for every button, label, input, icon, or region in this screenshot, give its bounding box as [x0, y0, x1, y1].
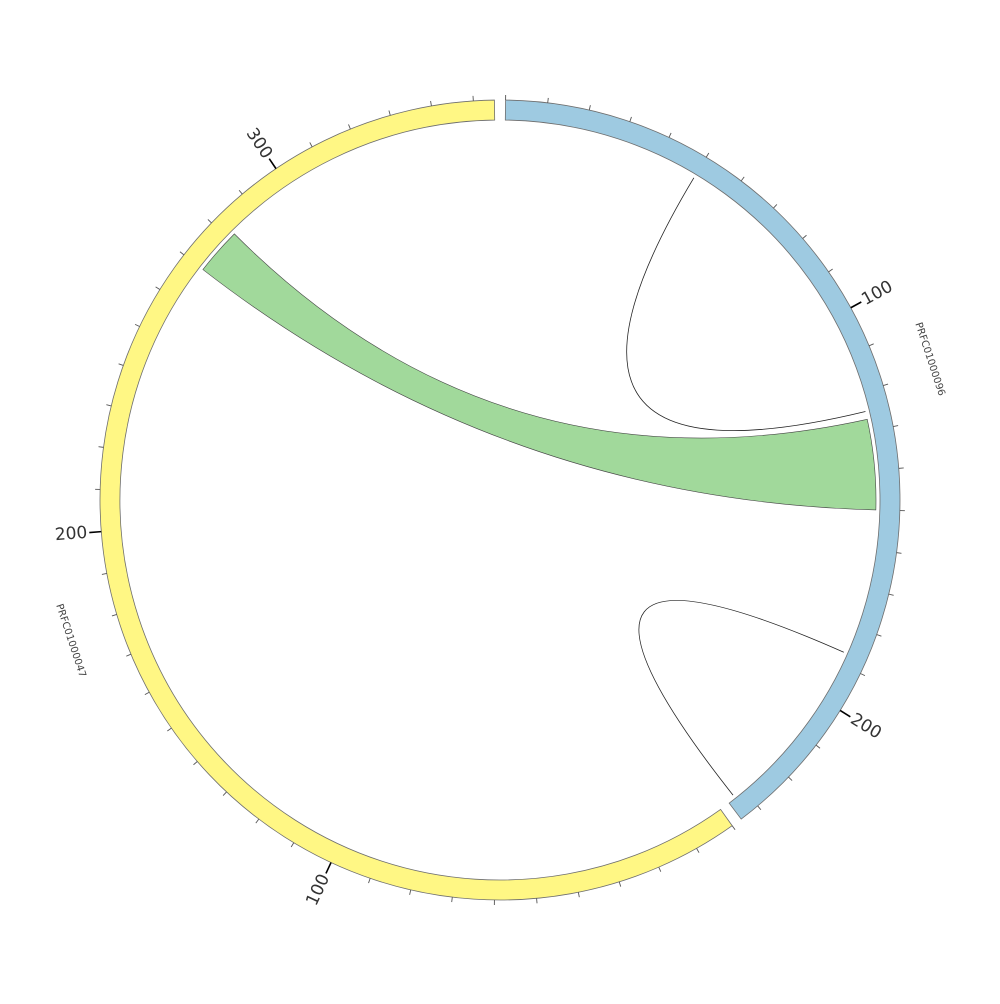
minor-tick: [167, 728, 171, 731]
minor-tick: [349, 124, 351, 129]
minor-tick: [877, 635, 882, 637]
minor-tick: [860, 673, 865, 675]
minor-tick: [619, 882, 620, 887]
chromosome-arc-prfc01000047: [100, 100, 732, 900]
minor-tick: [106, 405, 111, 406]
minor-tick: [659, 867, 661, 872]
chromosome-label-prfc01000096: PRFC01000096: [912, 321, 946, 397]
minor-tick: [869, 344, 874, 346]
minor-tick: [145, 692, 149, 694]
minor-tick: [389, 111, 390, 116]
minor-tick: [194, 761, 198, 764]
links-layer: [203, 178, 876, 795]
minor-tick: [883, 384, 888, 385]
minor-tick: [239, 190, 242, 194]
minor-tick: [741, 177, 744, 181]
minor-tick: [180, 252, 184, 255]
link-self-arc: [639, 600, 844, 795]
minor-tick: [889, 594, 894, 595]
minor-tick: [816, 745, 820, 748]
minor-tick: [758, 806, 761, 810]
major-tick: [851, 302, 862, 308]
minor-tick: [223, 792, 226, 796]
minor-tick: [126, 654, 131, 656]
minor-tick: [102, 573, 107, 574]
minor-tick: [897, 553, 902, 554]
minor-tick: [773, 204, 776, 208]
chromosome-label-prfc01000047: PRFC01000047: [53, 603, 87, 679]
minor-tick: [431, 101, 432, 106]
minor-tick: [589, 105, 590, 110]
minor-tick: [99, 447, 104, 448]
minor-tick: [156, 287, 160, 290]
major-tick: [89, 532, 101, 533]
link-ribbon: [203, 234, 876, 510]
minor-tick: [732, 826, 735, 830]
tick-label: 200: [847, 709, 885, 743]
minor-tick: [578, 892, 579, 897]
minor-tick: [369, 878, 371, 883]
labels-layer: 100 200 PRFC01000096 100 200 300 PRFC01000047: [53, 125, 946, 909]
tick-label: 100: [858, 277, 896, 310]
minor-tick: [829, 269, 833, 272]
minor-tick: [119, 364, 124, 366]
minor-tick: [697, 848, 699, 852]
tick-label: 300: [242, 125, 277, 163]
minor-tick: [630, 117, 632, 122]
minor-tick: [548, 98, 549, 103]
major-tick: [840, 710, 850, 716]
minor-tick: [669, 133, 671, 138]
tick-label: 100: [302, 871, 334, 909]
minor-tick: [893, 426, 898, 427]
minor-tick: [112, 614, 117, 615]
minor-tick: [452, 897, 453, 902]
minor-tick: [256, 819, 259, 823]
tick-label: 200: [54, 523, 88, 546]
major-tick: [326, 863, 331, 874]
minor-tick: [788, 777, 792, 780]
minor-tick: [706, 153, 709, 157]
minor-tick: [410, 890, 411, 895]
minor-tick: [291, 843, 294, 847]
minor-tick: [208, 219, 212, 222]
minor-tick: [135, 324, 140, 326]
major-tick: [269, 159, 276, 169]
minor-tick: [310, 142, 312, 146]
minor-tick: [803, 235, 807, 238]
